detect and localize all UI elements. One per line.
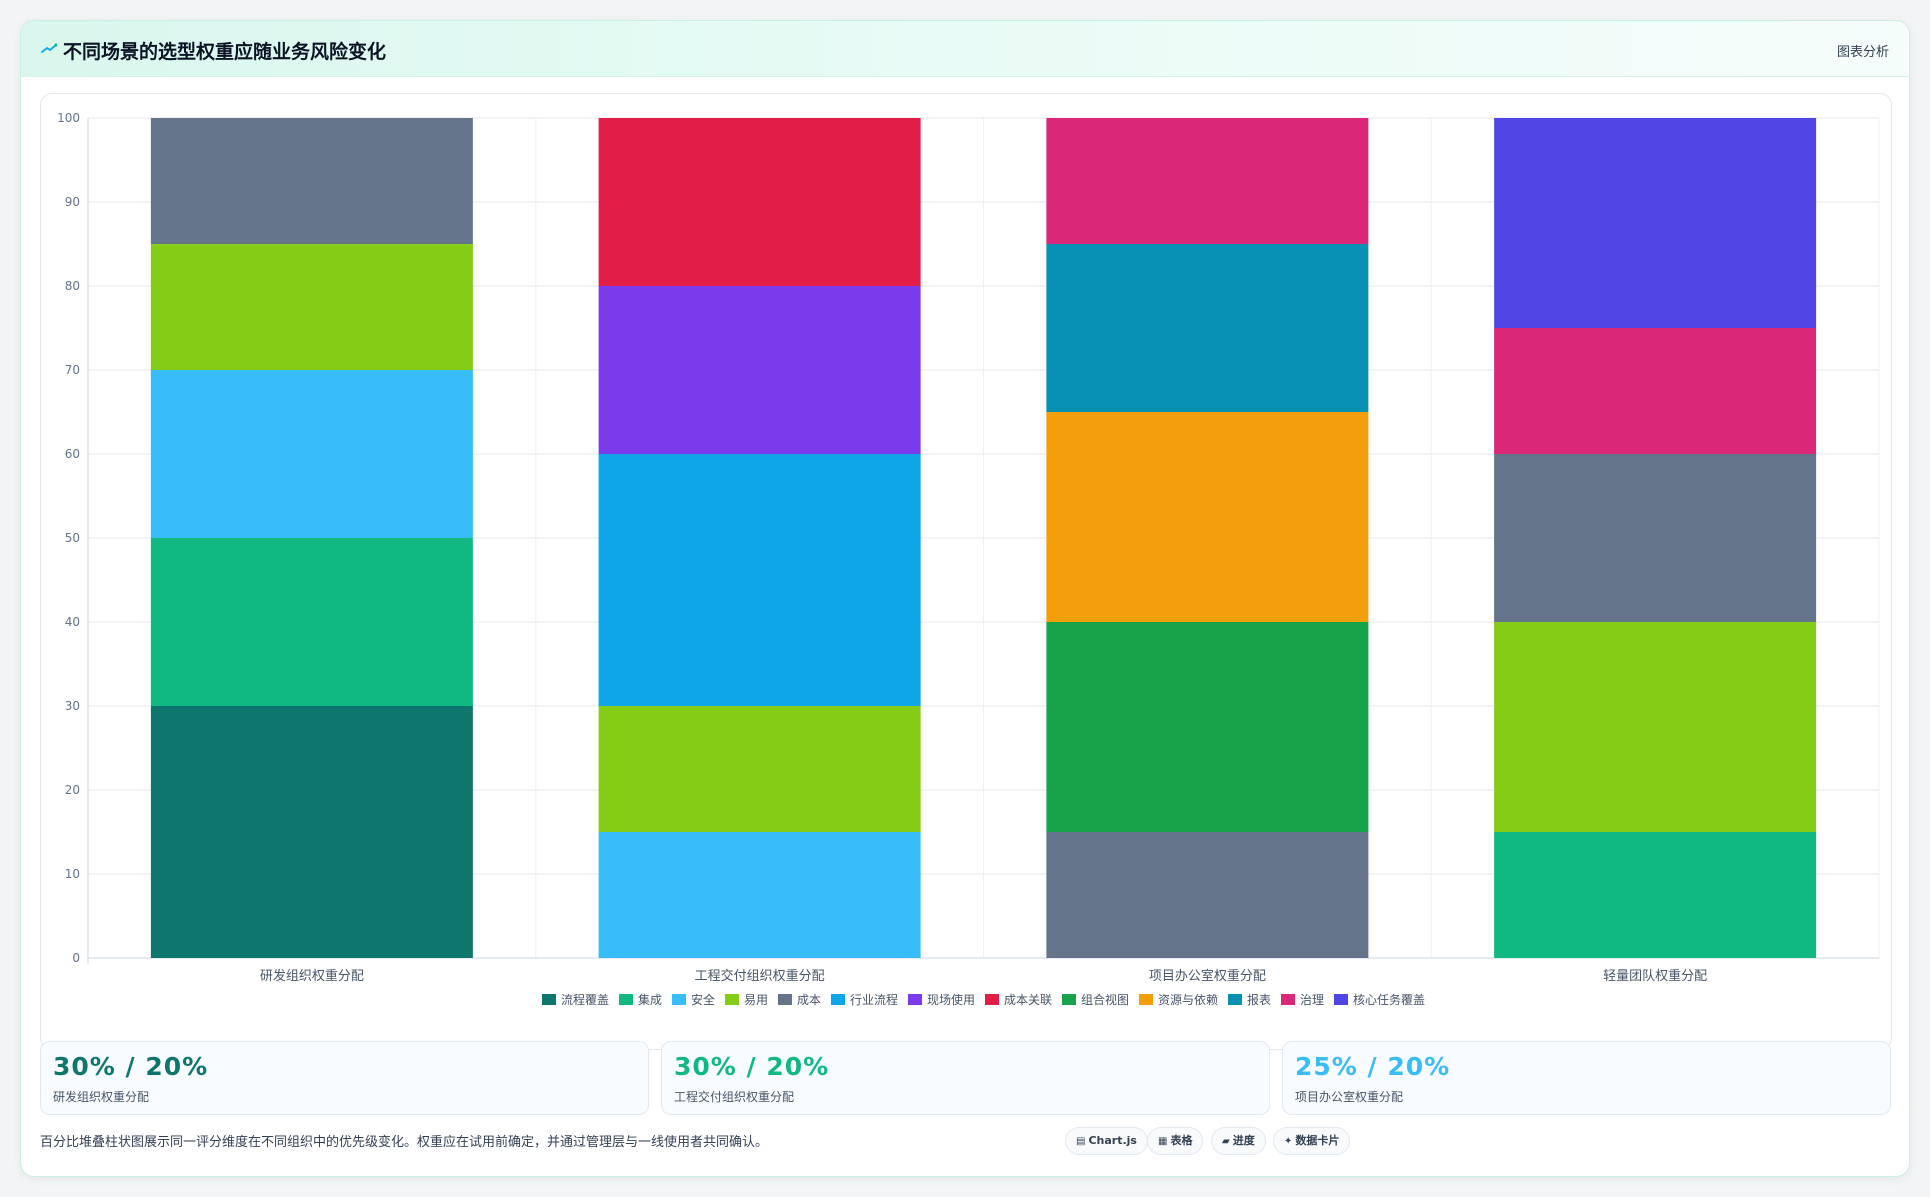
- legend-swatch: [724, 994, 739, 1005]
- legend-label: 集成: [638, 992, 662, 1007]
- legend-swatch: [907, 994, 922, 1005]
- stat-card-1: 30% / 20% 工程交付组织权重分配: [661, 1041, 1270, 1115]
- x-category-label: 项目办公室权重分配: [1149, 968, 1266, 984]
- bar-segment: [598, 706, 921, 832]
- bar-segment: [1494, 118, 1817, 328]
- legend-swatch: [777, 994, 792, 1005]
- legend-swatch: [1334, 994, 1349, 1005]
- bar-segment: [150, 538, 473, 706]
- bar-segment: [1494, 328, 1817, 454]
- y-tick-label: 20: [65, 783, 80, 797]
- bar-segment: [1046, 412, 1369, 622]
- chart-icon: ▤: [1076, 1136, 1086, 1147]
- chip-chartjs[interactable]: ▤ Chart.js: [1065, 1127, 1148, 1155]
- x-category-label: 工程交付组织权重分配: [695, 968, 825, 984]
- bar-segment: [1494, 622, 1817, 832]
- legend-label: 成本关联: [1004, 993, 1052, 1007]
- legend-swatch: [618, 994, 633, 1005]
- chip-label: 数据卡片: [1295, 1134, 1340, 1147]
- legend-swatch: [671, 994, 686, 1005]
- stat-card-2: 25% / 20% 项目办公室权重分配: [1282, 1041, 1891, 1115]
- stat-value-2: 25% / 20%: [1295, 1052, 1451, 1081]
- y-tick-label: 50: [65, 531, 80, 545]
- x-category-label: 轻量团队权重分配: [1603, 968, 1707, 984]
- chip-table[interactable]: ▦ 表格: [1147, 1127, 1204, 1155]
- y-tick-label: 100: [57, 111, 80, 125]
- y-tick-label: 30: [65, 699, 80, 713]
- chip-label: 进度: [1232, 1134, 1255, 1147]
- y-tick-label: 40: [65, 615, 80, 629]
- y-tick-label: 70: [65, 363, 80, 377]
- stat-card-0: 30% / 20% 研发组织权重分配: [40, 1041, 649, 1115]
- stat-label-1: 工程交付组织权重分配: [674, 1090, 795, 1104]
- legend-swatch: [830, 994, 845, 1005]
- chart-card: 不同场景的选型权重应随业务风险变化 图表分析 0 10 20 30 40 50 60 70 80…: [20, 20, 1910, 1177]
- bar-segment: [1046, 118, 1369, 244]
- bar-segment: [1046, 832, 1369, 958]
- bar-segment: [150, 370, 473, 538]
- y-tick-label: 90: [65, 195, 80, 209]
- bar-segment: [1494, 832, 1817, 958]
- legend-swatch: [1139, 994, 1154, 1005]
- chart-sparkle-icon: [41, 43, 57, 53]
- legend-swatch: [1062, 994, 1077, 1005]
- legend-label: 易用: [744, 993, 768, 1007]
- legend-swatch: [541, 994, 556, 1005]
- legend-label: 安全: [691, 992, 715, 1007]
- bar-segment: [598, 286, 921, 454]
- legend-label: 流程覆盖: [561, 992, 609, 1007]
- bar-segment: [150, 706, 473, 958]
- card-header: 不同场景的选型权重应随业务风险变化 图表分析: [21, 21, 1909, 77]
- progress-icon: ▰: [1222, 1136, 1230, 1147]
- chart-container: 0 10 20 30 40 50 60 70 80 90 100 研发组织权重分配 工程交付组织权重分配…: [40, 93, 1892, 1050]
- legend-swatch: [1228, 994, 1243, 1005]
- chart-analysis-tag: 图表分析: [1836, 45, 1889, 60]
- y-tick-label: 60: [65, 447, 80, 461]
- stat-value-0: 30% / 20%: [53, 1052, 209, 1081]
- legend-label: 成本: [797, 993, 821, 1007]
- chip-progress[interactable]: ▰ 进度: [1211, 1127, 1266, 1155]
- legend-swatch: [984, 994, 999, 1005]
- bar-segment: [1494, 454, 1817, 622]
- chip-data-card[interactable]: ✦ 数据卡片: [1273, 1127, 1351, 1155]
- bar-segment: [598, 832, 921, 958]
- stacked-bar-chart: 0 10 20 30 40 50 60 70 80 90 100 研发组织权重分配 工程交付组织权重分配…: [57, 111, 1880, 1007]
- x-category-label: 研发组织权重分配: [260, 968, 364, 984]
- legend-label: 治理: [1300, 993, 1324, 1007]
- bar-segment: [598, 454, 921, 706]
- bar-segment: [150, 244, 473, 370]
- legend-label: 资源与依赖: [1158, 992, 1218, 1007]
- bar-segment: [1046, 244, 1369, 412]
- legend-label: 组合视图: [1081, 992, 1129, 1007]
- legend-label: 核心任务覆盖: [1353, 992, 1425, 1007]
- chip-label: 表格: [1170, 1134, 1193, 1147]
- stat-value-1: 30% / 20%: [674, 1052, 830, 1081]
- stat-label-0: 研发组织权重分配: [53, 1090, 150, 1104]
- bar-segment: [1046, 622, 1369, 832]
- stat-cards: 30% / 20% 研发组织权重分配 30% / 20% 工程交付组织权重分配 …: [40, 1041, 1891, 1115]
- footer-note: 百分比堆叠柱状图展示同一评分维度在不同组织中的优先级变化。权重应在试用前确定，并…: [40, 1135, 769, 1150]
- bar-segment: [598, 118, 921, 286]
- legend-label: 报表: [1247, 992, 1271, 1007]
- sparkle-icon: ✦: [1284, 1136, 1293, 1147]
- chip-label: Chart.js: [1088, 1134, 1137, 1147]
- y-tick-label: 10: [65, 867, 80, 881]
- table-icon: ▦: [1158, 1136, 1168, 1147]
- page-title: 不同场景的选型权重应随业务风险变化: [63, 41, 387, 63]
- stat-label-2: 项目办公室权重分配: [1295, 1090, 1404, 1104]
- bar-segment: [150, 118, 473, 244]
- y-tick-label: 80: [65, 279, 80, 293]
- y-tick-label: 0: [72, 951, 80, 965]
- legend-swatch: [1281, 994, 1296, 1005]
- legend-label: 现场使用: [927, 992, 975, 1007]
- legend-label: 行业流程: [850, 992, 898, 1007]
